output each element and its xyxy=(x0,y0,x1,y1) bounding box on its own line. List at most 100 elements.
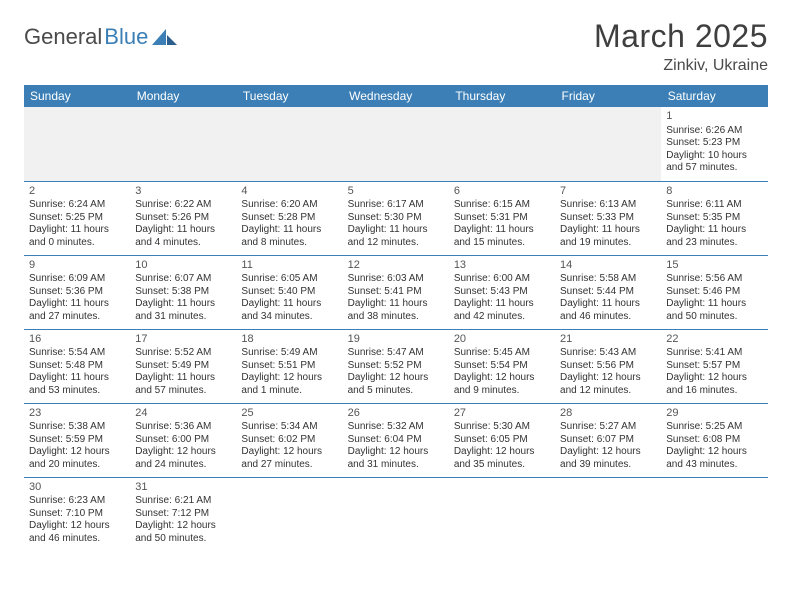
calendar-cell: 28Sunrise: 5:27 AMSunset: 6:07 PMDayligh… xyxy=(555,403,661,477)
day-number: 21 xyxy=(560,333,656,347)
day-number: 28 xyxy=(560,407,656,421)
cell-line: Daylight: 12 hours xyxy=(241,446,337,459)
calendar-body: 1Sunrise: 6:26 AMSunset: 5:23 PMDaylight… xyxy=(24,107,768,551)
cell-line: Sunset: 6:04 PM xyxy=(348,434,444,447)
cell-line: and 57 minutes. xyxy=(135,385,231,398)
day-number: 31 xyxy=(135,481,231,495)
day-number: 3 xyxy=(135,185,231,199)
cell-line: and 23 minutes. xyxy=(666,237,762,250)
cell-line: Sunrise: 6:24 AM xyxy=(29,199,125,212)
cell-line: Sunset: 5:31 PM xyxy=(454,212,550,225)
calendar-cell: 8Sunrise: 6:11 AMSunset: 5:35 PMDaylight… xyxy=(661,181,767,255)
cell-line: and 34 minutes. xyxy=(241,311,337,324)
cell-line: and 9 minutes. xyxy=(454,385,550,398)
cell-line: and 19 minutes. xyxy=(560,237,656,250)
cell-line: Sunset: 7:12 PM xyxy=(135,508,231,521)
cell-line: Sunrise: 5:56 AM xyxy=(666,273,762,286)
calendar-cell: 1Sunrise: 6:26 AMSunset: 5:23 PMDaylight… xyxy=(661,107,767,181)
calendar-table: Sunday Monday Tuesday Wednesday Thursday… xyxy=(24,85,768,551)
calendar-cell: 14Sunrise: 5:58 AMSunset: 5:44 PMDayligh… xyxy=(555,255,661,329)
cell-line: and 27 minutes. xyxy=(241,459,337,472)
cell-line: Daylight: 11 hours xyxy=(29,372,125,385)
calendar-cell: 12Sunrise: 6:03 AMSunset: 5:41 PMDayligh… xyxy=(343,255,449,329)
cell-line: Sunrise: 6:23 AM xyxy=(29,495,125,508)
cell-line: Daylight: 11 hours xyxy=(454,224,550,237)
cell-line: Daylight: 11 hours xyxy=(135,298,231,311)
cell-line: and 4 minutes. xyxy=(135,237,231,250)
calendar-cell: 6Sunrise: 6:15 AMSunset: 5:31 PMDaylight… xyxy=(449,181,555,255)
cell-line: and 43 minutes. xyxy=(666,459,762,472)
cell-line: Sunset: 5:52 PM xyxy=(348,360,444,373)
cell-line: Daylight: 12 hours xyxy=(135,520,231,533)
calendar-cell xyxy=(343,107,449,181)
calendar-cell: 13Sunrise: 6:00 AMSunset: 5:43 PMDayligh… xyxy=(449,255,555,329)
cell-line: Daylight: 12 hours xyxy=(666,446,762,459)
cell-line: Daylight: 11 hours xyxy=(454,298,550,311)
calendar-cell: 16Sunrise: 5:54 AMSunset: 5:48 PMDayligh… xyxy=(24,329,130,403)
day-number: 26 xyxy=(348,407,444,421)
cell-line: Sunset: 6:07 PM xyxy=(560,434,656,447)
cell-line: and 8 minutes. xyxy=(241,237,337,250)
cell-line: and 42 minutes. xyxy=(454,311,550,324)
cell-line: Sunset: 6:08 PM xyxy=(666,434,762,447)
day-number: 30 xyxy=(29,481,125,495)
calendar-cell xyxy=(555,107,661,181)
cell-line: Sunset: 5:59 PM xyxy=(29,434,125,447)
calendar-cell: 30Sunrise: 6:23 AMSunset: 7:10 PMDayligh… xyxy=(24,477,130,551)
cell-line: and 50 minutes. xyxy=(135,533,231,546)
day-number: 11 xyxy=(241,259,337,273)
cell-line: and 53 minutes. xyxy=(29,385,125,398)
cell-line: Sunset: 5:57 PM xyxy=(666,360,762,373)
cell-line: Sunrise: 5:34 AM xyxy=(241,421,337,434)
weekday-header: Saturday xyxy=(661,85,767,107)
weekday-header: Tuesday xyxy=(236,85,342,107)
calendar-page: General Blue March 2025 Zinkiv, Ukraine … xyxy=(0,0,792,612)
cell-line: and 27 minutes. xyxy=(29,311,125,324)
cell-line: Daylight: 12 hours xyxy=(348,446,444,459)
logo-text-dark: General xyxy=(24,24,102,50)
day-number: 15 xyxy=(666,259,762,273)
cell-line: and 31 minutes. xyxy=(348,459,444,472)
cell-line: Daylight: 11 hours xyxy=(666,298,762,311)
cell-line: Daylight: 11 hours xyxy=(560,224,656,237)
calendar-cell xyxy=(236,107,342,181)
cell-line: and 31 minutes. xyxy=(135,311,231,324)
cell-line: Sunrise: 6:26 AM xyxy=(666,125,762,138)
cell-line: Daylight: 11 hours xyxy=(666,224,762,237)
cell-line: and 50 minutes. xyxy=(666,311,762,324)
day-number: 23 xyxy=(29,407,125,421)
day-number: 9 xyxy=(29,259,125,273)
cell-line: Sunset: 5:33 PM xyxy=(560,212,656,225)
cell-line: Sunrise: 5:38 AM xyxy=(29,421,125,434)
cell-line: Sunset: 5:41 PM xyxy=(348,286,444,299)
calendar-cell: 24Sunrise: 5:36 AMSunset: 6:00 PMDayligh… xyxy=(130,403,236,477)
day-number: 16 xyxy=(29,333,125,347)
cell-line: Sunrise: 6:11 AM xyxy=(666,199,762,212)
cell-line: and 46 minutes. xyxy=(29,533,125,546)
cell-line: Sunset: 5:54 PM xyxy=(454,360,550,373)
day-number: 1 xyxy=(666,110,762,124)
calendar-cell: 31Sunrise: 6:21 AMSunset: 7:12 PMDayligh… xyxy=(130,477,236,551)
cell-line: Daylight: 12 hours xyxy=(29,520,125,533)
cell-line: and 5 minutes. xyxy=(348,385,444,398)
cell-line: and 12 minutes. xyxy=(560,385,656,398)
cell-line: Daylight: 11 hours xyxy=(348,298,444,311)
cell-line: Sunrise: 5:49 AM xyxy=(241,347,337,360)
cell-line: Sunset: 5:43 PM xyxy=(454,286,550,299)
day-number: 24 xyxy=(135,407,231,421)
cell-line: Sunrise: 5:41 AM xyxy=(666,347,762,360)
weekday-header: Wednesday xyxy=(343,85,449,107)
cell-line: Sunset: 6:00 PM xyxy=(135,434,231,447)
cell-line: Sunrise: 6:22 AM xyxy=(135,199,231,212)
cell-line: Sunset: 5:56 PM xyxy=(560,360,656,373)
calendar-cell xyxy=(24,107,130,181)
cell-line: Daylight: 11 hours xyxy=(135,372,231,385)
day-number: 5 xyxy=(348,185,444,199)
cell-line: Sunrise: 6:00 AM xyxy=(454,273,550,286)
calendar-cell xyxy=(343,477,449,551)
cell-line: Daylight: 11 hours xyxy=(29,298,125,311)
cell-line: Sunset: 5:30 PM xyxy=(348,212,444,225)
calendar-cell: 7Sunrise: 6:13 AMSunset: 5:33 PMDaylight… xyxy=(555,181,661,255)
day-number: 20 xyxy=(454,333,550,347)
calendar-head: Sunday Monday Tuesday Wednesday Thursday… xyxy=(24,85,768,107)
